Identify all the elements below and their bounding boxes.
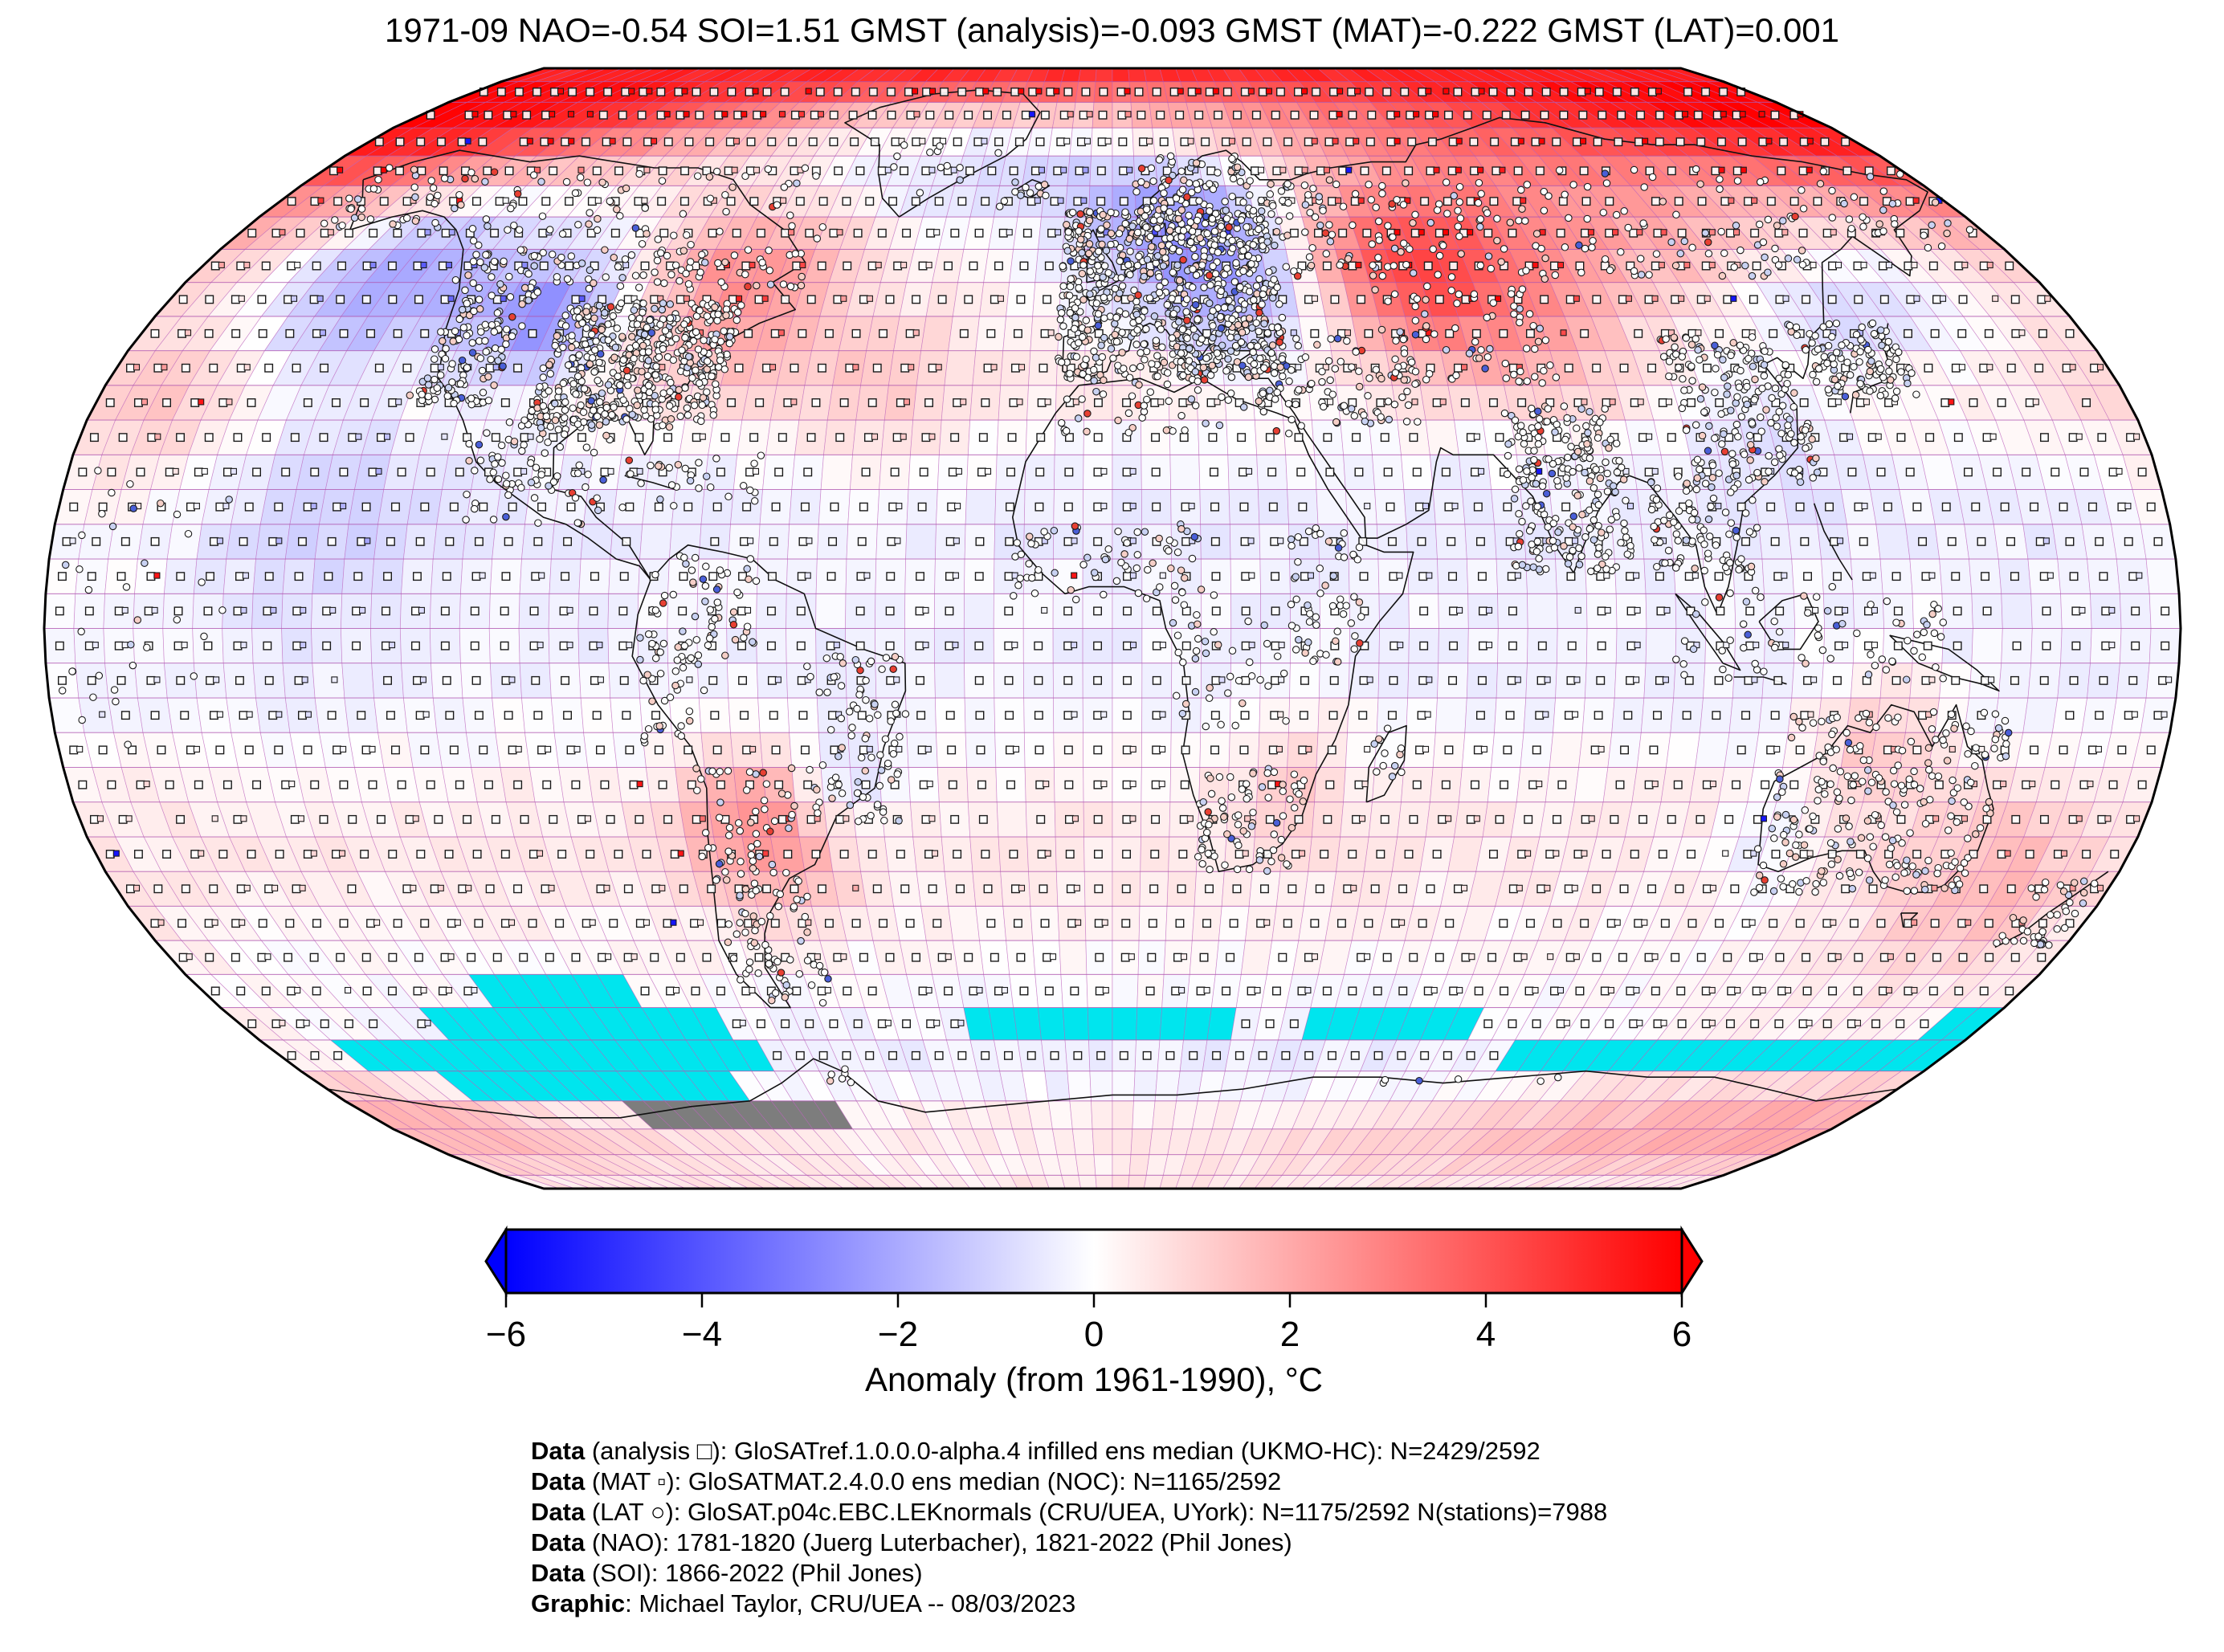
tick-label: −6 (486, 1315, 526, 1354)
world-anomaly-map (43, 67, 2182, 1190)
tick-label: 0 (1084, 1315, 1104, 1354)
tick-label: −4 (682, 1315, 722, 1354)
map-outline (43, 67, 2182, 1190)
attribution-line-mat: Data (MAT ▫): GloSATMAT.2.4.0.0 ens medi… (531, 1467, 1282, 1495)
colorbar-tick-labels: −6 −4 −2 0 2 4 6 (486, 1315, 1691, 1354)
attribution-line-nao: Data (NAO): 1781-1820 (Juerg Luterbacher… (531, 1528, 1292, 1556)
colorbar-left-arrow (484, 1225, 508, 1298)
attribution-line-soi: Data (SOI): 1866-2022 (Phil Jones) (531, 1559, 923, 1587)
colorbar: −6 −4 −2 0 2 4 6 Anomaly (from 1961-1990… (484, 1225, 1704, 1398)
colorbar-right-arrow (1680, 1225, 1704, 1298)
data-attribution-block: Data (analysis □): GloSATref.1.0.0.0-alp… (531, 1436, 1607, 1619)
attribution-line-analysis: Data (analysis □): GloSATref.1.0.0.0-alp… (531, 1437, 1540, 1465)
tick-label: 4 (1476, 1315, 1496, 1354)
tick-label: −2 (878, 1315, 918, 1354)
attribution-line-lat: Data (LAT ○): GloSAT.p04c.EBC.LEKnormals… (531, 1498, 1608, 1526)
tick-label: 6 (1672, 1315, 1691, 1354)
station-markers (58, 141, 2099, 1087)
colorbar-axis-label: Anomaly (from 1961-1990), °C (865, 1360, 1323, 1398)
colorbar-tick-marks (504, 1293, 1683, 1307)
figure-title: 1971-09 NAO=-0.54 SOI=1.51 GMST (analysi… (384, 11, 1840, 49)
colorbar-gradient-bar (504, 1228, 1683, 1295)
attribution-line-graphic: Graphic: Michael Taylor, CRU/UEA -- 08/0… (531, 1589, 1076, 1617)
tick-label: 2 (1280, 1315, 1300, 1354)
